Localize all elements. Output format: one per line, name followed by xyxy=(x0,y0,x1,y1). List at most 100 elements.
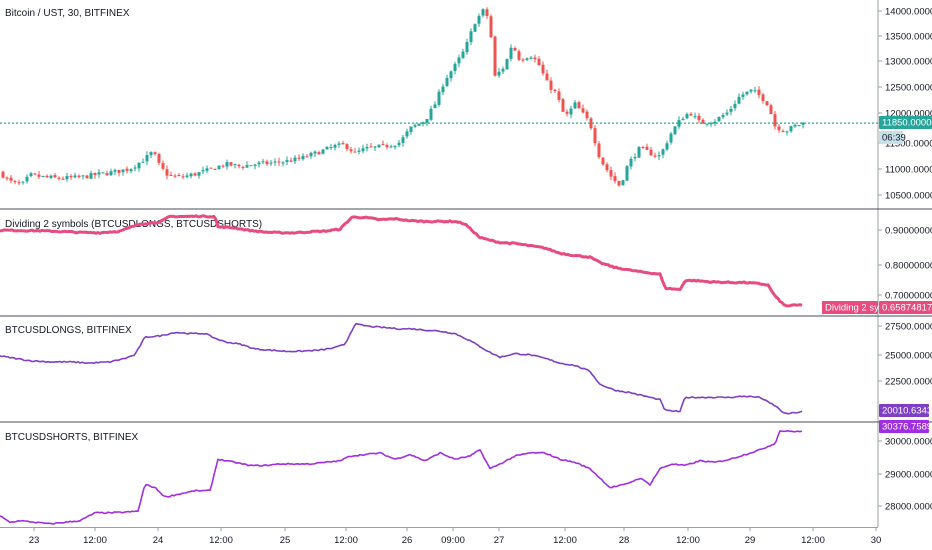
candle-body xyxy=(153,152,157,155)
candle-body xyxy=(157,154,161,163)
candle-body xyxy=(509,47,513,59)
time-axis-label: 12:00 xyxy=(334,535,358,546)
time-axis-label: 30 xyxy=(871,535,882,546)
candle-body xyxy=(565,111,569,114)
candle-body xyxy=(193,173,197,176)
candle-body xyxy=(661,149,665,155)
candle-body xyxy=(649,149,653,156)
candle-body xyxy=(549,80,553,90)
candle-body xyxy=(665,143,669,150)
candle-body xyxy=(161,163,165,169)
time-axis-label: 12:00 xyxy=(553,535,577,546)
candle-body xyxy=(353,151,357,153)
candle-body xyxy=(421,122,425,124)
time-axis-label: 26 xyxy=(402,535,413,546)
candle-body xyxy=(573,102,577,109)
candle-body xyxy=(681,118,685,121)
candle-body xyxy=(9,177,13,181)
candle-body xyxy=(577,102,581,109)
candle-body xyxy=(225,162,229,167)
candle-body xyxy=(221,165,225,167)
ratio-axis-label: 0.90000000 xyxy=(885,226,932,237)
candle-body xyxy=(345,144,349,149)
candle-body xyxy=(317,152,321,155)
candle-body xyxy=(269,162,273,164)
candle-body xyxy=(21,181,25,183)
candle-body xyxy=(37,174,41,177)
candle-body xyxy=(725,112,729,115)
candle-body xyxy=(293,157,297,162)
candle-body xyxy=(797,125,801,127)
candle-body xyxy=(113,169,117,172)
candle-body xyxy=(33,173,37,175)
candle-body xyxy=(377,144,381,148)
candle-body xyxy=(93,172,97,176)
shorts-pane-title: BTCUSDSHORTS, BITFINEX xyxy=(5,432,138,443)
longs-last-value: 20010.6343 xyxy=(882,406,932,417)
candle-body xyxy=(713,121,717,124)
candle-body xyxy=(473,24,477,32)
candle-body xyxy=(325,146,329,150)
candle-body xyxy=(729,108,733,112)
candle-body xyxy=(45,175,49,178)
candle-body xyxy=(793,124,797,127)
candle-body xyxy=(513,47,517,51)
candle-body xyxy=(297,157,301,159)
time-axis-label: 29 xyxy=(745,535,756,546)
ratio-series-label: Dividing 2 symbols xyxy=(825,303,904,314)
candle-body xyxy=(357,150,361,152)
candle-body xyxy=(385,145,389,148)
time-axis-label: 12:00 xyxy=(801,535,825,546)
candle-body xyxy=(333,144,337,148)
candle-body xyxy=(405,131,409,137)
candle-body xyxy=(309,152,313,157)
candle-body xyxy=(785,131,789,133)
candle-body xyxy=(569,108,573,115)
ratio-series-label-bg xyxy=(822,301,878,314)
time-axis: 23 12:00 24 12:00 25 12:00 26 09:00 27 12:00 28 12:… xyxy=(29,527,882,546)
candle-body xyxy=(313,151,317,154)
candle-body xyxy=(89,173,93,179)
candle-body xyxy=(25,176,29,182)
candle-body xyxy=(229,162,233,166)
candle-body xyxy=(277,161,281,163)
candle-body xyxy=(697,115,701,121)
time-axis-label: 12:00 xyxy=(83,535,107,546)
candle-body xyxy=(741,94,745,97)
longs-axis-label: 22500.0000 xyxy=(885,377,932,388)
candle-body xyxy=(29,173,33,177)
candle-body xyxy=(181,176,185,178)
candle-body xyxy=(669,133,673,143)
candle-body xyxy=(441,86,445,93)
candle-body xyxy=(457,57,461,64)
candle-body xyxy=(213,168,217,170)
candle-body xyxy=(481,9,485,16)
candle-body xyxy=(517,51,521,60)
candle-body xyxy=(149,152,153,156)
candle-body xyxy=(397,142,401,146)
candle-body xyxy=(417,123,421,126)
candle-body xyxy=(173,175,177,177)
candle-body xyxy=(237,164,241,167)
candle-body xyxy=(273,161,277,163)
candle-body xyxy=(801,122,805,125)
candle-body xyxy=(621,180,625,185)
candle-body xyxy=(733,103,737,109)
candle-body xyxy=(461,51,465,58)
candle-body xyxy=(593,128,597,144)
candle-body xyxy=(97,172,101,175)
candle-body xyxy=(709,123,713,125)
candle-body xyxy=(165,169,169,176)
candle-body xyxy=(553,89,557,91)
pane-frames xyxy=(0,0,932,528)
candle-body xyxy=(777,126,781,131)
shorts-last-value-bg xyxy=(879,420,929,433)
candle-body xyxy=(537,58,541,66)
